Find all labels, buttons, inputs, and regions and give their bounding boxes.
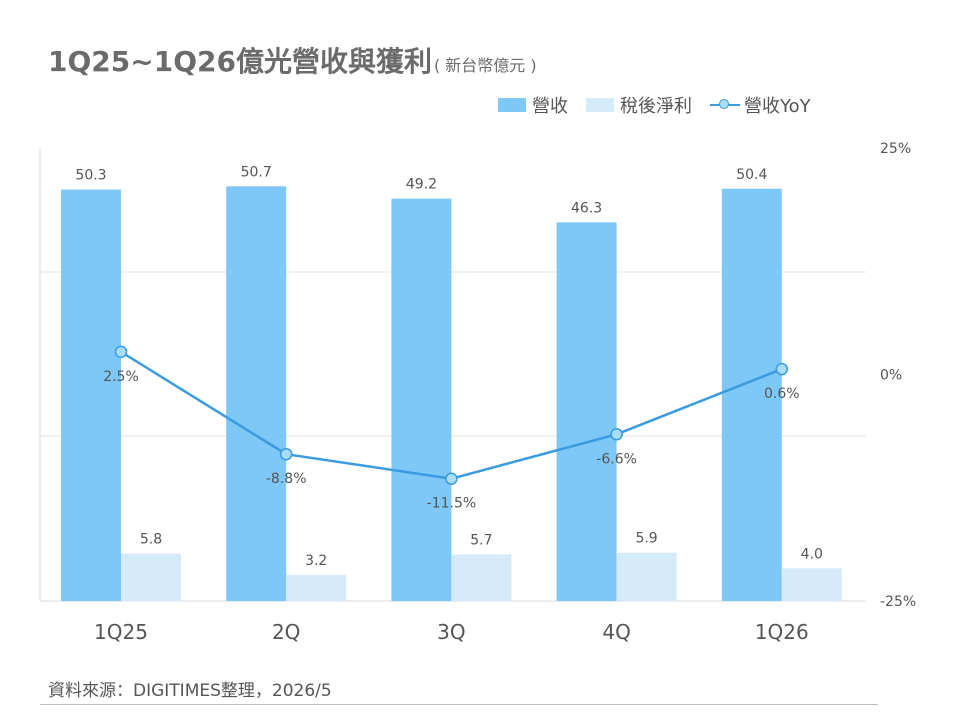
bar-net-income [451,554,512,601]
chart-subtitle: ( 新台幣億元 ) [433,56,537,75]
data-label-yoy: 2.5% [103,369,139,385]
data-label-revenue: 50.7 [241,164,272,180]
legend-swatch-yoy [710,98,740,112]
source-note: 資料來源：DIGITIMES整理，2026/5 [48,681,332,701]
data-label-yoy: -11.5% [427,496,477,512]
data-label-revenue: 50.3 [75,168,106,184]
data-label-yoy: -6.6% [596,451,637,467]
x-axis-tick-label: 1Q26 [755,620,809,644]
data-label-net-income: 4.0 [801,546,823,562]
legend: 營收 稅後淨利 營收YoY [498,92,829,118]
legend-label-net-income: 稅後淨利 [620,96,692,117]
data-label-net-income: 3.2 [305,553,327,569]
footer-divider [40,704,878,705]
chart-title: 1Q25~1Q26億光營收與獲利( 新台幣億元 ) [48,40,537,80]
data-label-net-income: 5.8 [140,532,162,548]
data-label-net-income: 5.7 [470,532,492,548]
data-label-yoy: 0.6% [764,386,800,402]
point-yoy [114,345,128,359]
bar-revenue [61,189,121,601]
right-axis-tick-label: 0% [880,368,902,384]
bar-revenue [226,186,287,601]
data-label-yoy: -8.8% [266,471,307,487]
data-label-revenue: 49.2 [406,177,437,193]
point-yoy [775,362,789,376]
legend-item-revenue: 營收 [498,92,568,118]
legend-swatch-revenue [498,98,526,112]
point-yoy [279,447,293,461]
right-axis-tick-label: -25% [880,594,916,610]
legend-label-yoy: 營收YoY [744,96,811,117]
bar-revenue [556,222,617,601]
chart-title-text: 1Q25~1Q26億光營收與獲利 [48,45,432,78]
x-axis-tick-label: 3Q [437,620,465,644]
data-label-revenue: 46.3 [571,200,602,216]
x-axis-tick-label: 4Q [602,620,630,644]
point-yoy [610,428,623,441]
x-axis-tick-label: 1Q25 [94,620,148,644]
bar-revenue [391,198,452,601]
data-label-net-income: 5.9 [635,531,657,547]
bar-net-income [781,568,842,601]
right-axis-tick-label: 25% [880,141,911,157]
legend-item-net-income: 稅後淨利 [586,92,692,118]
bar-revenue [721,188,782,601]
legend-swatch-net-income [586,98,614,112]
x-axis-tick-label: 2Q [272,620,300,644]
point-yoy [445,472,458,485]
legend-item-yoy: 營收YoY [710,92,811,118]
bar-net-income [616,552,677,601]
data-label-revenue: 50.4 [736,167,767,183]
bar-net-income [121,553,181,601]
legend-label-revenue: 營收 [532,96,568,117]
bar-net-income [286,574,347,601]
